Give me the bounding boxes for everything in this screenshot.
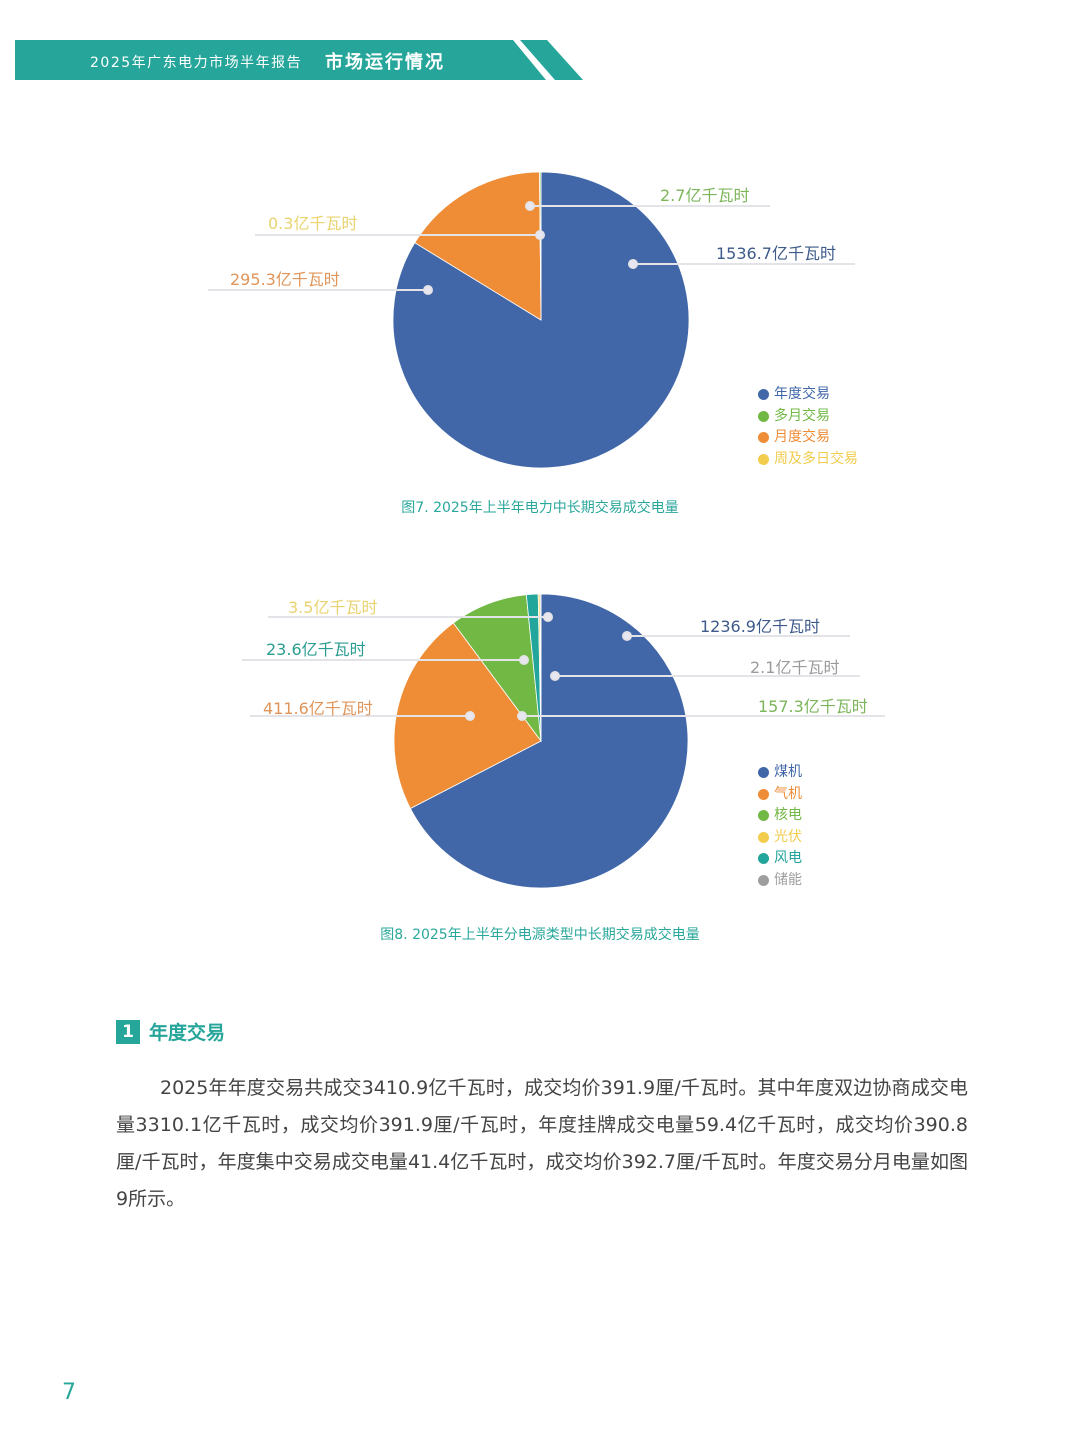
legend-dot [758, 874, 769, 886]
pie-slice [539, 593, 542, 742]
label-coal: 1236.9亿千瓦时 [700, 617, 820, 636]
label-nuclear: 157.3亿千瓦时 [758, 697, 868, 716]
figure7-caption: 图7. 2025年上半年电力中长期交易成交电量 [401, 500, 679, 516]
ribbon-shape [15, 40, 583, 80]
figure7-chart: 2.7亿千瓦时 0.3亿千瓦时 1536.7亿千瓦时 295.3亿千瓦时 年度交… [0, 160, 1080, 490]
label-storage: 2.1亿千瓦时 [750, 658, 840, 677]
label-monthly: 295.3亿千瓦时 [230, 270, 340, 289]
section-title: 市场运行情况 [325, 52, 445, 73]
report-title: 2025年广东电力市场半年报告 [90, 55, 303, 71]
legend-dot [758, 767, 769, 779]
figure8-caption: 图8. 2025年上半年分电源类型中长期交易成交电量 [380, 927, 700, 943]
pie-slice [414, 171, 542, 321]
legend-item: 气机 [758, 784, 802, 806]
legend-item: 年度交易 [758, 384, 858, 406]
legend-item: 核电 [758, 805, 802, 827]
legend-dot [758, 853, 769, 865]
label-wind: 23.6亿千瓦时 [266, 640, 366, 659]
figure8-legend: 煤机 气机 核电 光伏 风电 储能 [758, 762, 802, 891]
pie-slice [409, 593, 689, 889]
figure8-pie [242, 593, 885, 889]
figure7-legend: 年度交易 多月交易 月度交易 周及多日交易 [758, 384, 858, 470]
section-paragraph: 2025年年度交易共成交3410.9亿千瓦时，成交均价391.9厘/千瓦时。其中… [116, 1077, 968, 1210]
label-multi-month: 2.7亿千瓦时 [660, 186, 750, 205]
legend-dot [758, 410, 769, 422]
legend-item: 月度交易 [758, 427, 858, 449]
figure7-pie [208, 171, 855, 469]
legend-item: 风电 [758, 848, 802, 870]
legend-item: 光伏 [758, 827, 802, 849]
legend-dot [758, 831, 769, 843]
legend-dot [758, 453, 769, 465]
legend-item: 多月交易 [758, 406, 858, 428]
label-annual: 1536.7亿千瓦时 [716, 244, 836, 263]
legend-item: 煤机 [758, 762, 802, 784]
section-title-annual: 年度交易 [149, 1022, 226, 1044]
legend-dot [758, 432, 769, 444]
section-heading: 1 年度交易 [116, 1018, 225, 1045]
figure8-chart: 3.5亿千瓦时 1236.9亿千瓦时 23.6亿千瓦时 2.1亿千瓦时 411.… [0, 585, 1080, 905]
label-solar: 3.5亿千瓦时 [288, 598, 378, 617]
header-ribbon: 2025年广东电力市场半年报告 市场运行情况 [15, 40, 585, 80]
legend-dot [758, 788, 769, 800]
label-gas: 411.6亿千瓦时 [263, 699, 373, 718]
legend-item: 周及多日交易 [758, 449, 858, 471]
label-weekly: 0.3亿千瓦时 [268, 214, 358, 233]
page-number: 7 [62, 1380, 76, 1405]
legend-item: 储能 [758, 870, 802, 892]
section-number: 1 [116, 1019, 140, 1044]
legend-dot [758, 810, 769, 822]
legend-dot [758, 389, 769, 401]
